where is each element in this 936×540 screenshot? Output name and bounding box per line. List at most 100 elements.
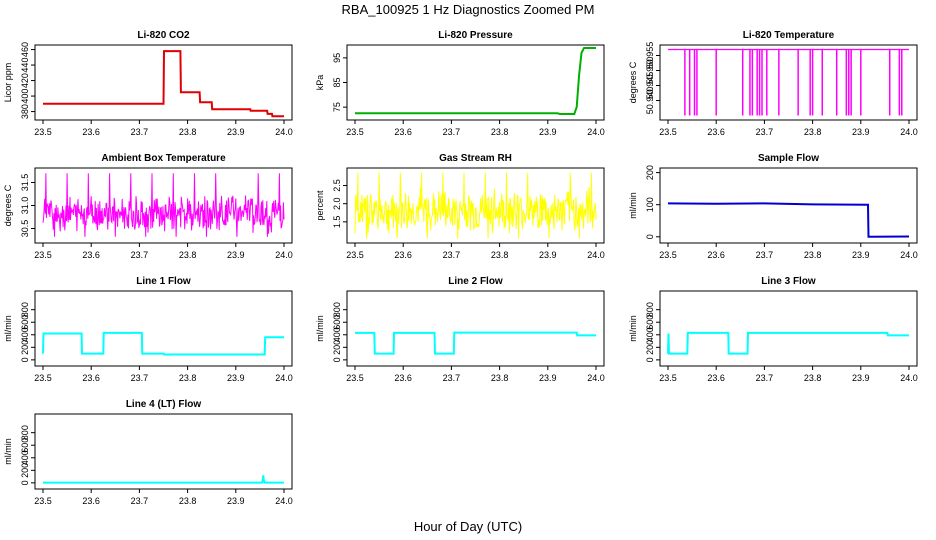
panel-title: Gas Stream RH [439,153,512,164]
panel-7: Line 1 Flow ml/min 23.5 23.6 23.7 23.8 23.9 24.… [3,276,293,383]
y-axis-label: Licor ppm [3,63,13,103]
panel-title: Line 2 Flow [448,276,503,287]
y-tick-label: 400 [20,89,30,104]
y-axis-label: ml/min [628,315,638,342]
panel-title: Sample Flow [758,153,819,164]
x-tick-label: 23.9 [852,373,870,383]
x-tick-label: 23.7 [443,373,461,383]
y-tick-label: 2.5 [332,179,342,192]
x-tick-label: 23.8 [179,127,197,137]
series-layer [43,50,284,118]
x-tick-label: 23.9 [227,127,245,137]
x-tick-label: 23.6 [707,373,725,383]
x-tick-label: 23.7 [443,127,461,137]
x-tick-label: 23.7 [443,250,461,260]
series-layer [43,475,284,484]
x-tick-label: 23.7 [131,496,149,506]
panel-3: Li-820 Temperature degrees C 23.5 23.6 23.7 2… [628,30,918,137]
x-tick-label: 23.6 [82,373,100,383]
y-tick-label: 380 [20,104,30,119]
y-axis-label: degrees C [628,61,638,103]
x-tick-label: 24.0 [587,373,605,383]
x-tick-label: 24.0 [587,127,605,137]
y-tick-label: 100 [645,197,655,212]
y-tick-label: 200 [332,340,342,355]
x-tick-label: 23.7 [756,250,774,260]
x-tick-label: 23.8 [804,127,822,137]
panel-frame [34,44,293,121]
x-tick-label: 23.6 [707,127,725,137]
y-axis-label: ml/min [3,438,13,465]
x-tick-label: 23.7 [756,373,774,383]
x-tick-label: 23.5 [34,373,52,383]
series-layer [355,331,596,355]
series-layer [668,48,909,116]
y-tick-label: 600 [332,315,342,330]
x-tick-label: 23.8 [179,373,197,383]
x-tick-label: 23.8 [491,127,509,137]
x-tick-label: 23.9 [852,127,870,137]
y-tick-label: 800 [20,302,30,317]
figure-title: RBA_100925 1 Hz Diagnostics Zoomed PM [342,2,595,17]
panel-title: Ambient Box Temperature [101,153,226,164]
x-tick-label: 23.8 [179,250,197,260]
y-tick-label: 200 [645,340,655,355]
series-layer [667,202,910,238]
panel-9: Line 3 Flow ml/min 23.5 23.6 23.7 23.8 23.9 24.… [628,276,918,383]
panel-4: Ambient Box Temperature degrees C 23.5 23.6… [3,153,293,260]
x-tick-label: 23.5 [34,127,52,137]
y-tick-label: 800 [20,425,30,440]
panel-title: Line 3 Flow [761,276,816,287]
y-tick-label: 600 [20,438,30,453]
y-tick-label: 50.945 [645,72,655,100]
y-tick-label: 460 [20,42,30,57]
x-tick-label: 23.9 [539,250,557,260]
panel-10: Line 4 (LT) Flow ml/min 23.5 23.6 23.7 23.8 23… [3,399,293,506]
panel-1: Li-820 CO2 Licor ppm 23.5 23.6 23.7 23.8 23.9 2… [3,30,293,137]
x-tick-label: 23.8 [491,373,509,383]
x-tick-label: 23.9 [227,250,245,260]
y-tick-label: 0 [645,357,655,362]
y-tick-label: 600 [20,315,30,330]
x-tick-label: 23.5 [34,496,52,506]
series-line [42,331,284,356]
y-tick-label: 800 [645,302,655,317]
series-line [667,331,909,355]
y-tick-label: 400 [20,327,30,342]
y-tick-label: 31.5 [20,174,30,192]
panel-frame [34,413,293,490]
x-tick-label: 24.0 [275,496,293,506]
y-axis-label: percent [315,190,325,221]
x-tick-label: 23.9 [852,250,870,260]
panel-title: Li-820 Pressure [438,30,513,41]
panel-title: Li-820 Temperature [743,30,835,41]
panel-frame [659,290,918,367]
x-tick-label: 24.0 [275,127,293,137]
y-tick-label: 420 [20,73,30,88]
panel-frame [659,167,918,244]
series-layer [667,331,909,355]
series-line [43,50,284,118]
y-axis-label: ml/min [315,315,325,342]
x-tick-label: 23.5 [659,127,677,137]
x-tick-label: 23.6 [394,373,412,383]
x-tick-label: 23.8 [179,496,197,506]
panel-title: Line 1 Flow [136,276,191,287]
y-tick-label: 50.940 [645,87,655,115]
y-tick-label: 600 [645,315,655,330]
series-line [42,173,285,237]
y-tick-label: 31.0 [20,197,30,215]
y-tick-label: 75 [332,102,342,112]
x-tick-label: 23.6 [82,496,100,506]
series-layer [354,172,597,239]
panel-title: Li-820 CO2 [137,30,190,41]
y-tick-label: 800 [332,302,342,317]
y-axis-label: kPa [315,75,325,91]
panel-8: Line 2 Flow ml/min 23.5 23.6 23.7 23.8 23.9 24.… [315,276,605,383]
panels-grid: Li-820 CO2 Licor ppm 23.5 23.6 23.7 23.8 23.9 2… [3,30,918,506]
y-tick-label: 85 [332,77,342,87]
panel-6: Sample Flow ml/min 23.5 23.6 23.7 23.8 23.9 24.… [628,153,918,260]
x-tick-label: 23.8 [804,250,822,260]
x-tick-label: 23.7 [131,127,149,137]
y-tick-label: 200 [645,165,655,180]
